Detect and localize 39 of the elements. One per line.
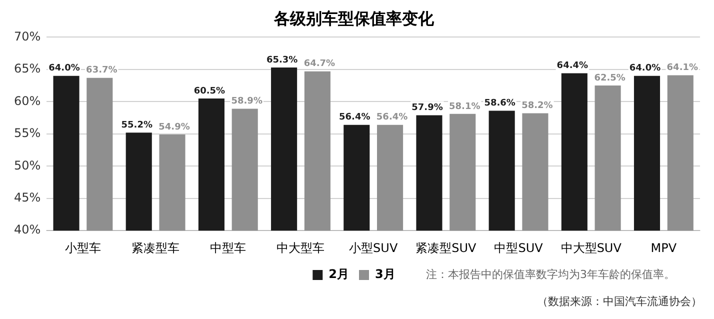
data-label: 64.4% [556, 61, 588, 72]
x-tick-label: 小型车 [64, 240, 101, 255]
x-tick-label: 紧凑型车 [132, 240, 180, 255]
chart-title: 各级别车型保值率变化 [273, 8, 435, 28]
data-label: 57.9% [412, 103, 443, 114]
x-tick-label: 中大型车 [276, 240, 325, 255]
text: （数据来源：中国汽车流通协会） [537, 294, 702, 308]
x-tick-label: MPV [650, 240, 678, 255]
data-label: 65.3% [266, 55, 298, 66]
legend-label: 3月 [375, 267, 396, 282]
x-tick-label: 中型车 [210, 240, 246, 255]
data-label: 64.0% [629, 64, 661, 74]
data-label: 56.4% [339, 112, 370, 123]
data-label: 58.9% [231, 96, 262, 107]
data-label: 55.2% [121, 120, 152, 130]
y-tick-label: 40% [14, 222, 41, 237]
y-tick-label: 45% [14, 190, 41, 204]
legend-label: 2月 [328, 267, 350, 282]
x-tick-label: 中型SUV [494, 240, 544, 255]
data-label: 54.9% [158, 122, 190, 132]
data-label: 63.7% [86, 66, 118, 76]
data-label: 64.1% [666, 63, 698, 74]
y-tick-label: 55% [14, 126, 41, 140]
x-tick-label: 小型SUV [349, 240, 398, 255]
data-label: 64.0% [48, 64, 80, 74]
text: 注：本报告中的保值率数字均为3年车龄的保值率。 [426, 268, 675, 281]
data-label: 60.5% [194, 86, 226, 96]
data-label: 58.6% [484, 98, 516, 109]
y-tick-label: 60% [14, 94, 41, 108]
x-tick-label: 紧凑型SUV [416, 240, 478, 255]
data-label: 64.7% [304, 59, 336, 70]
y-tick-label: 70% [14, 29, 41, 44]
data-label: 58.1% [449, 102, 480, 112]
data-label: 58.2% [522, 101, 553, 112]
y-tick-label: 65% [14, 62, 41, 76]
y-tick-label: 50% [14, 158, 41, 172]
data-label: 62.5% [594, 73, 626, 84]
x-tick-label: 中大型SUV [560, 240, 622, 255]
data-label: 56.4% [376, 112, 408, 123]
